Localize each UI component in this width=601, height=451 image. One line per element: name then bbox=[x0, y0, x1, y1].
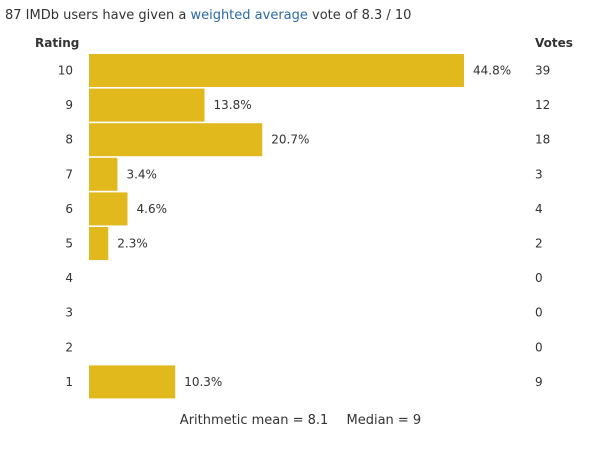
percent-label-5: 2.3% bbox=[117, 237, 147, 251]
bar-rating-9 bbox=[89, 88, 205, 122]
median: Median = 9 bbox=[346, 413, 422, 428]
rating-label-10: 10 bbox=[58, 64, 73, 78]
percent-label-8: 20.7% bbox=[271, 133, 309, 147]
votes-count-6: 4 bbox=[535, 202, 543, 216]
votes-count-4: 0 bbox=[535, 271, 543, 285]
votes-column-header: Votes bbox=[535, 36, 573, 50]
rating-label-6: 6 bbox=[65, 202, 73, 216]
percent-label-9: 13.8% bbox=[214, 98, 252, 112]
rating-label-4: 4 bbox=[65, 271, 73, 285]
rating-label-8: 8 bbox=[65, 133, 73, 147]
percent-label-6: 4.6% bbox=[137, 202, 168, 216]
percent-label-1: 10.3% bbox=[184, 375, 222, 389]
percent-label-7: 3.4% bbox=[126, 167, 157, 181]
bar-rating-8 bbox=[89, 123, 263, 157]
rating-summary: 87 IMDb users have given a weighted aver… bbox=[5, 8, 411, 23]
statistics-footer: Arithmetic mean = 8.1 Median = 9 bbox=[0, 413, 601, 428]
arithmetic-mean: Arithmetic mean = 8.1 bbox=[179, 413, 329, 428]
votes-count-2: 0 bbox=[535, 340, 543, 354]
rating-label-1: 1 bbox=[65, 375, 73, 389]
rating-label-7: 7 bbox=[65, 167, 73, 181]
rating-label-2: 2 bbox=[65, 340, 73, 354]
votes-count-9: 12 bbox=[535, 98, 550, 112]
bar-rating-6 bbox=[89, 192, 128, 226]
summary-prefix: 87 IMDb users have given a bbox=[5, 8, 187, 23]
bar-rating-1 bbox=[89, 365, 176, 399]
votes-count-5: 2 bbox=[535, 237, 543, 251]
rating-label-5: 5 bbox=[65, 237, 73, 251]
votes-count-8: 18 bbox=[535, 133, 550, 147]
percent-label-10: 44.8% bbox=[473, 64, 511, 78]
votes-count-1: 9 bbox=[535, 375, 543, 389]
bar-rating-10 bbox=[89, 54, 464, 87]
votes-count-7: 3 bbox=[535, 167, 543, 181]
votes-count-10: 39 bbox=[535, 64, 550, 78]
votes-count-3: 0 bbox=[535, 306, 543, 320]
bar-rating-7 bbox=[89, 157, 118, 191]
rating-label-9: 9 bbox=[65, 98, 73, 112]
weighted-average-link[interactable]: weighted average bbox=[190, 8, 308, 23]
bar-rating-5 bbox=[89, 227, 109, 260]
rating-column-header: Rating bbox=[35, 36, 80, 50]
rating-label-3: 3 bbox=[65, 306, 73, 320]
summary-suffix: vote of 8.3 / 10 bbox=[312, 8, 412, 23]
